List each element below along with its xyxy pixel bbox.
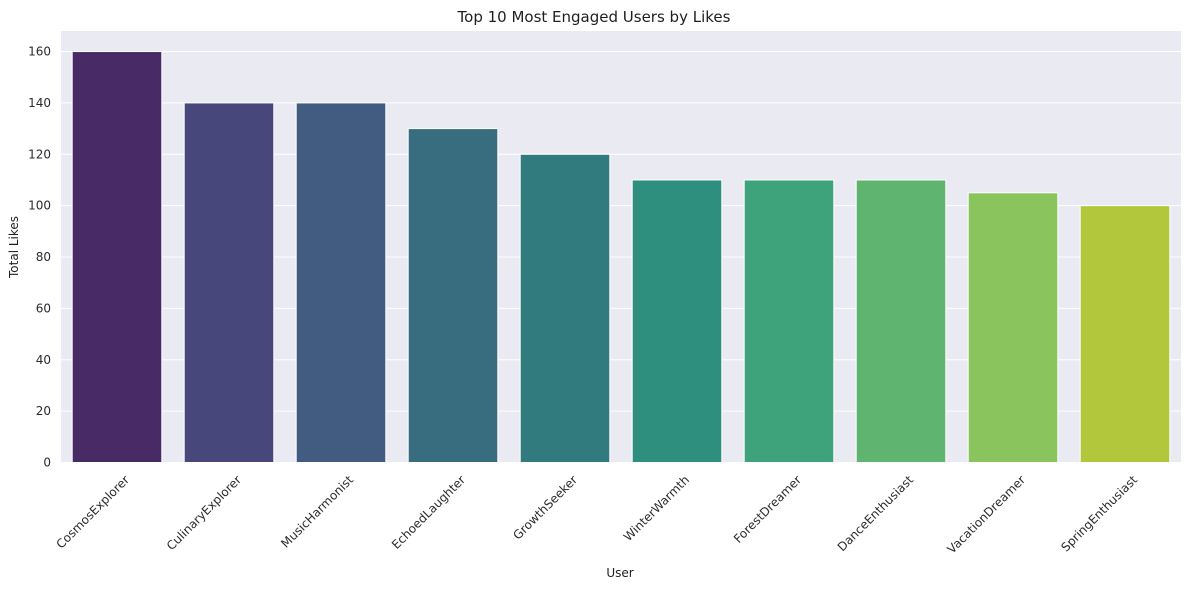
x-tick-label: VacationDreamer [945,473,1029,557]
x-tick-label: MusicHarmonist [278,473,356,551]
y-tick-label: 20 [36,404,51,418]
x-tick-label: CosmosExplorer [53,473,132,552]
bar-VacationDreamer [967,192,1059,463]
bar-EchoedLaughter [407,128,499,463]
chart-title: Top 10 Most Engaged Users by Likes [457,8,731,26]
x-tick-label: SpringEnthusiast [1058,473,1140,555]
x-tick-label: EchoedLaughter [389,473,468,552]
bar-ForestDreamer [743,179,835,463]
x-tick-label: ForestDreamer [731,473,804,546]
bars [71,51,1171,464]
x-tick-label: WinterWarmth [621,473,692,544]
bar-MusicHarmonist [295,102,387,464]
x-tick-label: CulinaryExplorer [164,473,244,553]
bar-DanceEnthusiast [855,179,947,463]
y-tick-label: 0 [43,456,51,470]
x-axis-ticks: CosmosExplorer CulinaryExplorer MusicHarmo… [53,473,1140,557]
bar-SpringEnthusiast [1079,205,1171,463]
x-axis-label: User [606,566,633,580]
bar-WinterWarmth [631,179,723,463]
y-tick-label: 120 [28,147,51,161]
y-tick-label: 140 [28,96,51,110]
y-axis-label: Total Likes [7,216,21,279]
y-tick-label: 60 [36,301,51,315]
bar-CosmosExplorer [71,51,163,464]
x-tick-label: DanceEnthusiast [835,473,917,555]
bar-GrowthSeeker [519,153,611,464]
y-tick-label: 40 [36,353,51,367]
x-tick-label: GrowthSeeker [510,473,580,543]
y-tick-label: 80 [36,250,51,264]
y-axis-ticks: 0 20 40 60 80 100 120 140 160 [28,45,51,470]
y-tick-label: 160 [28,45,51,59]
bar-CulinaryExplorer [183,102,275,464]
y-tick-label: 100 [28,199,51,213]
